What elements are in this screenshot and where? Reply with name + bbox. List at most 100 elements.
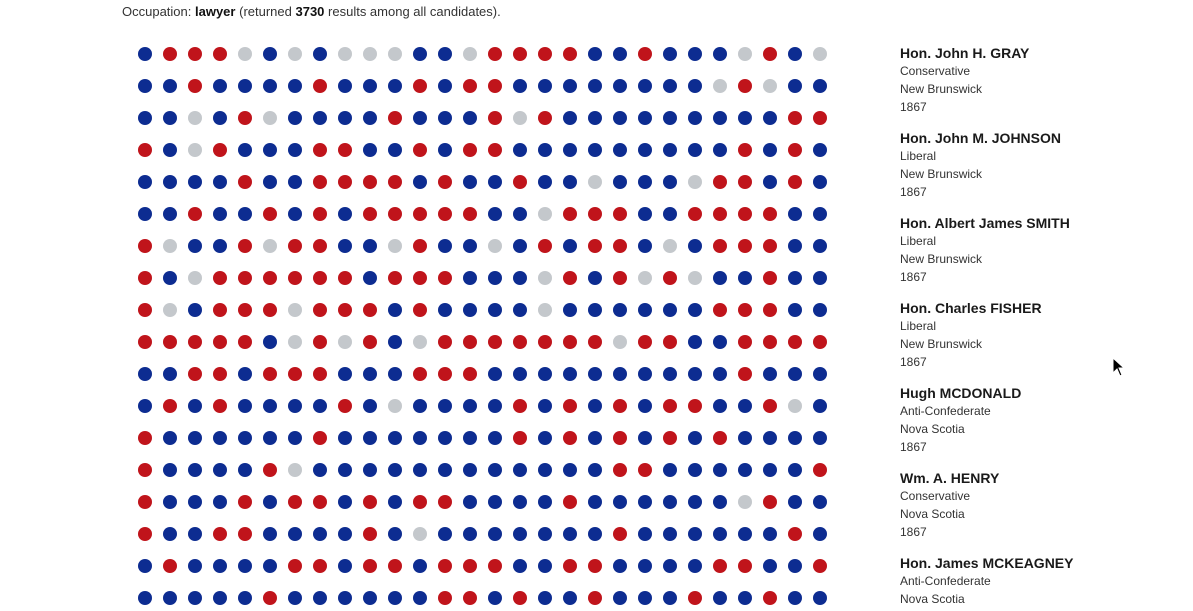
candidate-dot[interactable] xyxy=(663,175,677,189)
candidate-dot[interactable] xyxy=(688,335,702,349)
candidate-dot[interactable] xyxy=(388,527,402,541)
candidate-dot[interactable] xyxy=(413,431,427,445)
candidate-dot[interactable] xyxy=(813,559,827,573)
candidate-dot[interactable] xyxy=(413,367,427,381)
candidate-dot[interactable] xyxy=(188,143,202,157)
candidate-dot[interactable] xyxy=(663,335,677,349)
candidate-dot[interactable] xyxy=(263,527,277,541)
candidate-dot[interactable] xyxy=(813,175,827,189)
candidate-dot[interactable] xyxy=(313,431,327,445)
candidate-dot[interactable] xyxy=(213,463,227,477)
candidate-dot[interactable] xyxy=(513,207,527,221)
candidate-dot[interactable] xyxy=(363,527,377,541)
candidate-dot[interactable] xyxy=(188,207,202,221)
candidate-dot[interactable] xyxy=(613,175,627,189)
candidate-dot[interactable] xyxy=(463,143,477,157)
candidate-dot[interactable] xyxy=(788,495,802,509)
candidate-dot[interactable] xyxy=(138,47,152,61)
candidate-dot[interactable] xyxy=(688,367,702,381)
candidate-dot[interactable] xyxy=(188,559,202,573)
candidate-dot[interactable] xyxy=(688,399,702,413)
candidate-dot[interactable] xyxy=(338,111,352,125)
candidate-entry[interactable]: Hon. Albert James SMITH Liberal New Brunsw… xyxy=(900,214,1120,299)
candidate-dot[interactable] xyxy=(538,207,552,221)
candidate-dot[interactable] xyxy=(213,47,227,61)
candidate-dot[interactable] xyxy=(438,111,452,125)
candidate-dot[interactable] xyxy=(513,559,527,573)
candidate-dot[interactable] xyxy=(488,463,502,477)
candidate-dot[interactable] xyxy=(713,559,727,573)
candidate-dot[interactable] xyxy=(538,527,552,541)
candidate-dot[interactable] xyxy=(538,47,552,61)
candidate-dot[interactable] xyxy=(638,207,652,221)
candidate-dot[interactable] xyxy=(438,431,452,445)
candidate-dot[interactable] xyxy=(488,335,502,349)
candidate-dot[interactable] xyxy=(263,143,277,157)
candidate-dot[interactable] xyxy=(363,399,377,413)
candidate-dot[interactable] xyxy=(513,463,527,477)
candidate-dot[interactable] xyxy=(588,79,602,93)
candidate-dot[interactable] xyxy=(613,79,627,93)
candidate-dot[interactable] xyxy=(638,175,652,189)
candidate-dot[interactable] xyxy=(638,559,652,573)
candidate-dot[interactable] xyxy=(388,143,402,157)
candidate-dot[interactable] xyxy=(563,79,577,93)
candidate-dot[interactable] xyxy=(538,495,552,509)
candidate-dot[interactable] xyxy=(713,47,727,61)
candidate-dot[interactable] xyxy=(763,47,777,61)
candidate-dot[interactable] xyxy=(538,239,552,253)
candidate-dot[interactable] xyxy=(288,239,302,253)
candidate-dot[interactable] xyxy=(663,367,677,381)
candidate-dot[interactable] xyxy=(613,431,627,445)
candidate-dot[interactable] xyxy=(338,399,352,413)
candidate-dot[interactable] xyxy=(738,79,752,93)
candidate-dot[interactable] xyxy=(263,399,277,413)
candidate-dot[interactable] xyxy=(413,527,427,541)
candidate-dot[interactable] xyxy=(188,303,202,317)
candidate-dot[interactable] xyxy=(613,591,627,605)
candidate-dot[interactable] xyxy=(238,591,252,605)
candidate-dot[interactable] xyxy=(613,207,627,221)
candidate-dot[interactable] xyxy=(288,207,302,221)
candidate-dot[interactable] xyxy=(388,239,402,253)
candidate-dot[interactable] xyxy=(313,495,327,509)
candidate-dot[interactable] xyxy=(313,591,327,605)
candidate-dot[interactable] xyxy=(538,463,552,477)
candidate-dot[interactable] xyxy=(788,143,802,157)
candidate-dot[interactable] xyxy=(463,47,477,61)
candidate-dot[interactable] xyxy=(513,111,527,125)
candidate-dot[interactable] xyxy=(688,111,702,125)
candidate-dot[interactable] xyxy=(263,431,277,445)
candidate-dot[interactable] xyxy=(213,271,227,285)
candidate-dot[interactable] xyxy=(438,399,452,413)
candidate-dot[interactable] xyxy=(513,303,527,317)
candidate-dot[interactable] xyxy=(138,239,152,253)
candidate-dot[interactable] xyxy=(788,335,802,349)
candidate-dot[interactable] xyxy=(263,303,277,317)
candidate-dot[interactable] xyxy=(813,47,827,61)
candidate-dot[interactable] xyxy=(463,495,477,509)
candidate-dot[interactable] xyxy=(663,303,677,317)
candidate-dot[interactable] xyxy=(438,303,452,317)
candidate-dot[interactable] xyxy=(688,431,702,445)
candidate-dot[interactable] xyxy=(213,335,227,349)
candidate-dot[interactable] xyxy=(763,335,777,349)
candidate-dot[interactable] xyxy=(613,335,627,349)
candidate-dot[interactable] xyxy=(463,271,477,285)
candidate-dot[interactable] xyxy=(638,239,652,253)
candidate-dot[interactable] xyxy=(163,175,177,189)
candidate-dot[interactable] xyxy=(388,207,402,221)
candidate-dot[interactable] xyxy=(363,591,377,605)
candidate-dot[interactable] xyxy=(563,527,577,541)
candidate-dot[interactable] xyxy=(238,399,252,413)
candidate-dot[interactable] xyxy=(688,559,702,573)
candidate-dot[interactable] xyxy=(488,431,502,445)
candidate-entry[interactable]: Hon. James MCKEAGNEY Anti-Confederate Nova… xyxy=(900,554,1120,611)
candidate-dot[interactable] xyxy=(663,527,677,541)
candidate-dot[interactable] xyxy=(663,111,677,125)
candidate-dot[interactable] xyxy=(588,175,602,189)
candidate-dot[interactable] xyxy=(488,79,502,93)
candidate-dot[interactable] xyxy=(313,175,327,189)
candidate-dot[interactable] xyxy=(638,527,652,541)
candidate-dot[interactable] xyxy=(338,431,352,445)
